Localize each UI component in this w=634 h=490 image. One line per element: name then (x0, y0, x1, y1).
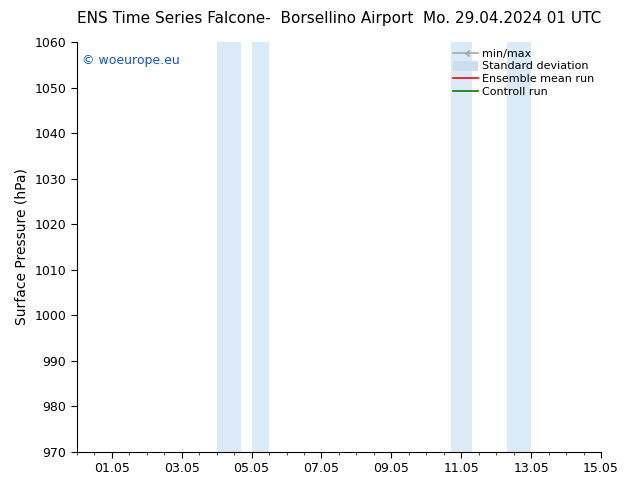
Bar (252, 42, 269, 452)
Bar (451, 42, 472, 452)
Text: Mo. 29.04.2024 01 UTC: Mo. 29.04.2024 01 UTC (423, 11, 601, 26)
Bar (217, 42, 241, 452)
Y-axis label: Surface Pressure (hPa): Surface Pressure (hPa) (15, 169, 29, 325)
Text: © woeurope.eu: © woeurope.eu (82, 54, 180, 67)
Text: ENS Time Series Falcone-  Borsellino Airport: ENS Time Series Falcone- Borsellino Airp… (77, 11, 413, 26)
Bar (507, 42, 531, 452)
Legend: min/max, Standard deviation, Ensemble mean run, Controll run: min/max, Standard deviation, Ensemble me… (449, 44, 599, 101)
